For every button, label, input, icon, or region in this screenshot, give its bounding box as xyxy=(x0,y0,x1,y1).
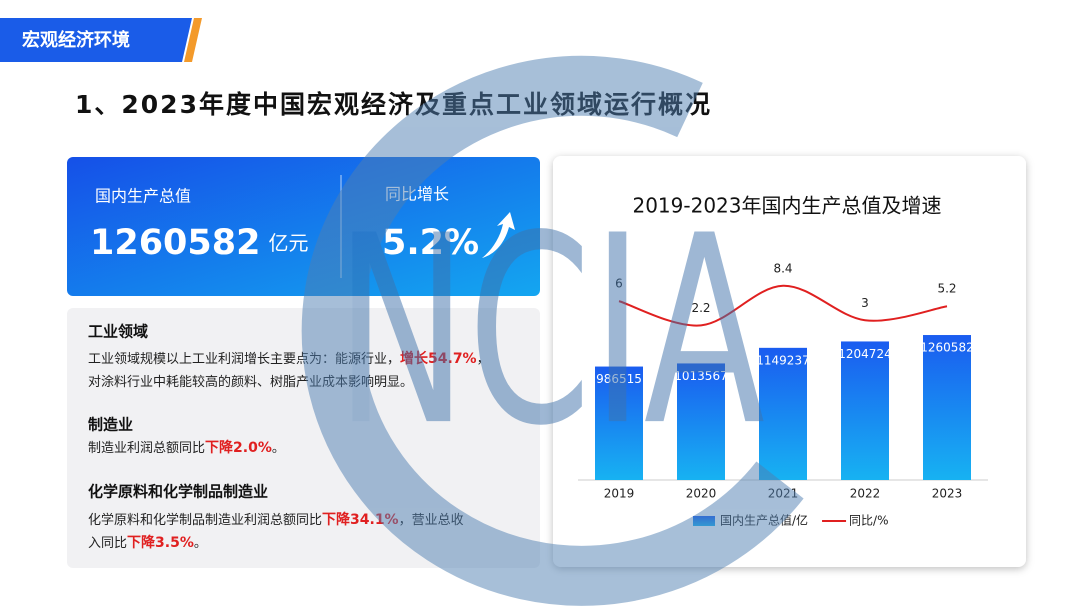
section-line: 对涂料行业中耗能较高的颜料、树脂产业成本影响明显。 xyxy=(88,374,413,390)
x-tick-label: 2021 xyxy=(768,487,799,501)
x-tick-label: 2019 xyxy=(604,487,635,501)
bar-value-label: 1260582 xyxy=(920,341,973,355)
stat-label: 国内生产总值 xyxy=(95,187,191,206)
line-value-label: 5.2 xyxy=(937,282,956,296)
line-value-label: 8.4 xyxy=(773,261,792,275)
legend-swatch xyxy=(693,516,715,526)
body-text: ，营业总收 xyxy=(399,513,464,528)
line-value-label: 6 xyxy=(615,277,623,291)
bar xyxy=(841,341,889,480)
x-tick-label: 2020 xyxy=(686,487,717,501)
header-tab: 宏观经济环境 xyxy=(22,29,130,51)
legend-label: 同比/% xyxy=(849,514,888,528)
bar-value-label: 1149237 xyxy=(756,353,809,367)
x-tick-label: 2022 xyxy=(850,487,881,501)
body-text: 。 xyxy=(272,441,285,456)
highlight: 增长54.7% xyxy=(400,350,477,367)
section-heading: 制造业 xyxy=(88,416,133,434)
x-tick-label: 2023 xyxy=(932,487,963,501)
section-line: 入同比下降3.5%。 xyxy=(88,534,207,551)
highlight: 下降3.5% xyxy=(127,534,194,551)
body-text: 。 xyxy=(194,536,207,551)
stat-value: 5.2% xyxy=(382,223,479,263)
body-text: 入同比 xyxy=(88,536,127,551)
header-tab-bg xyxy=(0,18,192,62)
body-text: 制造业利润总额同比 xyxy=(88,441,205,456)
stat-label: 同比增长 xyxy=(385,185,449,204)
body-text: 工业领域规模以上工业利润增长主要点为：能源行业， xyxy=(88,352,400,367)
body-text: 化学原料和化学制品制造业利润总额同比 xyxy=(88,512,322,528)
text-panel xyxy=(67,308,540,568)
legend-label: 国内生产总值/亿 xyxy=(720,513,808,528)
section-heading: 化学原料和化学制品制造业 xyxy=(88,483,268,501)
section-line: 工业领域规模以上工业利润增长主要点为：能源行业，增长54.7%， xyxy=(88,350,490,367)
chart-title: 2019-2023年国内生产总值及增速 xyxy=(632,194,941,218)
bar xyxy=(759,347,807,480)
bar xyxy=(923,335,971,480)
stat-number: 1260582 xyxy=(90,223,260,263)
line-value-label: 3 xyxy=(861,296,869,310)
body-text: 对涂料行业中耗能较高的颜料、树脂产业成本影响明显。 xyxy=(88,374,413,390)
highlight: 下降34.1% xyxy=(322,511,399,528)
bar-value-label: 1013567 xyxy=(674,369,727,383)
bar-value-label: 1204724 xyxy=(838,347,891,361)
highlight: 下降2.0% xyxy=(205,439,272,456)
section-line: 化学原料和化学制品制造业利润总额同比下降34.1%，营业总收 xyxy=(88,511,464,528)
page-title: 1、2023年度中国宏观经济及重点工业领域运行概况 xyxy=(75,90,712,119)
body-text: ， xyxy=(477,352,490,367)
line-value-label: 2.2 xyxy=(691,301,710,315)
stat-unit: 亿元 xyxy=(268,231,308,255)
section-line: 制造业利润总额同比下降2.0%。 xyxy=(88,439,285,456)
bar-value-label: 986515 xyxy=(596,372,642,386)
header-tab-accent xyxy=(184,18,202,62)
section-heading: 工业领域 xyxy=(88,323,148,341)
